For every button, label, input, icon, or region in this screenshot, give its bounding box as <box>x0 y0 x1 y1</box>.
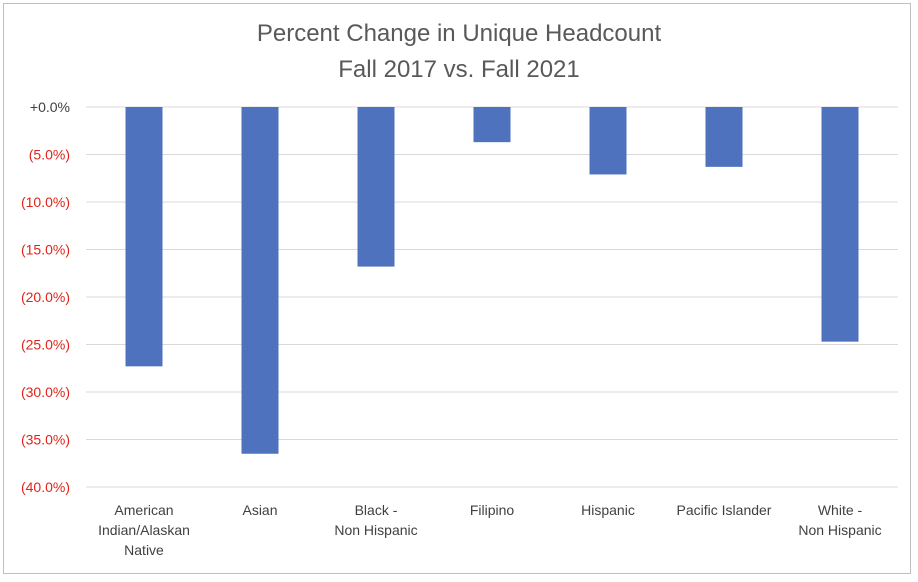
x-tick-label-line: Non Hispanic <box>798 522 881 538</box>
y-tick-label: (25.0%) <box>21 337 70 353</box>
chart-title: Percent Change in Unique Headcount <box>256 20 662 47</box>
x-tick-label: American Indian/Alaskan Native <box>98 502 190 558</box>
x-tick-label-line: Hispanic <box>581 502 635 518</box>
x-axis-tick-labels: American Indian/Alaskan Native Asian Black -… <box>98 502 882 558</box>
gridlines <box>86 106 898 488</box>
chart-subtitle: Fall 2017 vs. Fall 2021 <box>338 56 580 83</box>
y-axis-tick-labels: +0.0% (5.0%) (10.0%) (15.0%) (20.0%) (25.0%) (… <box>21 99 70 495</box>
x-tick-label: Pacific Islander <box>677 502 772 518</box>
x-tick-label: Black - Non Hispanic <box>334 502 417 538</box>
bar <box>357 107 395 267</box>
y-tick-label: (40.0%) <box>21 479 70 495</box>
y-tick-label: (20.0%) <box>21 289 70 305</box>
bar <box>705 107 743 167</box>
x-tick-label: Hispanic <box>581 502 635 518</box>
bar <box>821 107 859 342</box>
x-tick-label-line: Pacific Islander <box>677 502 772 518</box>
x-tick-label: Filipino <box>470 502 515 518</box>
x-tick-label-line: Black - <box>355 502 398 518</box>
x-tick-label-line: American <box>114 502 173 518</box>
x-tick-label-line: Filipino <box>470 502 515 518</box>
x-tick-label-line: Non Hispanic <box>334 522 417 538</box>
y-tick-label: +0.0% <box>30 99 70 115</box>
y-tick-label: (10.0%) <box>21 194 70 210</box>
y-tick-label: (5.0%) <box>29 147 70 163</box>
y-tick-label: (30.0%) <box>21 384 70 400</box>
x-tick-label-line: Native <box>124 542 164 558</box>
x-tick-label-line: Asian <box>242 502 277 518</box>
x-tick-label: Asian <box>242 502 277 518</box>
x-tick-label-line: Indian/Alaskan <box>98 522 190 538</box>
bar <box>125 107 163 367</box>
bar <box>241 107 279 454</box>
y-tick-label: (35.0%) <box>21 432 70 448</box>
x-tick-label: White - Non Hispanic <box>798 502 881 538</box>
bar <box>473 107 511 143</box>
bars <box>125 107 859 454</box>
bar <box>589 107 627 175</box>
y-tick-label: (15.0%) <box>21 242 70 258</box>
x-tick-label-line: White - <box>818 502 863 518</box>
